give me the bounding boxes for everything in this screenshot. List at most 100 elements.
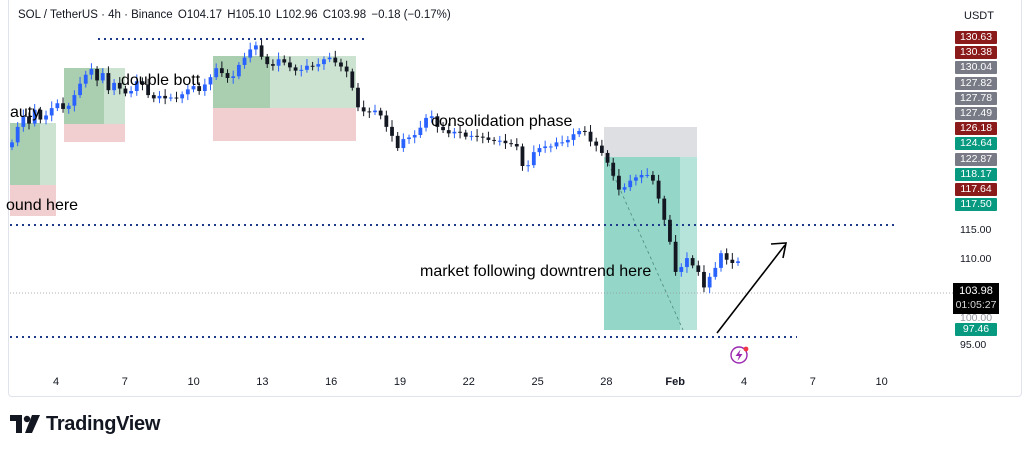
candle-98 [565, 136, 570, 148]
zones [10, 56, 697, 331]
candle-86 [497, 135, 502, 146]
candle-116 [668, 214, 672, 245]
level-lines [10, 38, 953, 338]
candle-9 [61, 97, 65, 113]
candle-42 [248, 42, 253, 63]
price-tag-124-64: 124.64 [955, 137, 997, 151]
projection-arrow [716, 242, 787, 334]
candle-49 [288, 56, 292, 72]
candle-74 [429, 110, 434, 123]
candle-109 [628, 174, 633, 192]
price-tag-122-87: 122.87 [955, 152, 997, 166]
candle-115 [662, 195, 667, 226]
candle-72 [418, 120, 423, 138]
symbol-name[interactable]: SOL / TetherUS · 4h · Binance [18, 9, 173, 21]
tradingview-logo-icon [10, 415, 40, 433]
candle-124 [713, 262, 718, 280]
candle-15 [95, 66, 99, 87]
brand-name: TradingView [46, 412, 161, 435]
candle-88 [509, 139, 514, 147]
x-tick-8: 28 [600, 376, 613, 388]
zone-teal-short-dark [604, 157, 680, 330]
ohlc-low: L102.96 [275, 9, 318, 21]
candle-107 [616, 169, 621, 196]
candle-5 [38, 106, 43, 124]
candle-89 [514, 138, 519, 151]
x-tick-1: 7 [121, 376, 128, 388]
zone-grey-short [604, 127, 697, 157]
candle-63 [367, 107, 372, 118]
candle-30 [180, 91, 185, 104]
candle-32 [191, 79, 196, 93]
candle-84 [486, 131, 491, 143]
candle-110 [634, 174, 638, 186]
candle-56 [327, 52, 332, 63]
candle-112 [645, 168, 650, 178]
candle-97 [560, 135, 565, 147]
candle-13 [83, 70, 88, 88]
zone-green-3-dark [213, 56, 270, 108]
candle-81 [469, 131, 474, 141]
candle-11 [72, 90, 77, 112]
candle-100 [577, 128, 582, 138]
bar-countdown: 01:05:27 [955, 299, 997, 311]
candle-36 [214, 63, 219, 81]
candle-58 [339, 58, 343, 72]
candle-119 [685, 252, 689, 273]
price-chart[interactable] [0, 0, 1024, 396]
candle-125 [719, 250, 723, 272]
price-tag-127-82: 127.82 [955, 76, 997, 90]
candle-92 [531, 145, 536, 169]
tradingview-brand[interactable]: TradingView [10, 411, 160, 437]
annotation-bound: ound here [6, 197, 79, 214]
candle-93 [537, 144, 542, 156]
candle-101 [582, 126, 587, 136]
candle-48 [282, 55, 287, 66]
x-tick-6: 22 [462, 376, 475, 388]
candle-103 [594, 137, 599, 152]
ohlc-high: H105.10 [227, 9, 271, 21]
candle-78 [452, 127, 457, 139]
candle-62 [361, 100, 366, 117]
candle-108 [622, 183, 627, 193]
candle-22 [134, 74, 139, 96]
chart-frame [8, 0, 1022, 397]
annotation-beauty: auty [10, 104, 41, 121]
candle-90 [520, 143, 525, 171]
zone-green-1-dark [10, 123, 40, 185]
candle-111 [639, 170, 644, 184]
currency-label[interactable]: USDT [964, 10, 994, 22]
candle-20 [123, 85, 128, 97]
candle-70 [407, 134, 411, 144]
candle-61 [356, 82, 360, 112]
candle-31 [185, 84, 190, 101]
candle-21 [129, 86, 134, 98]
ohlc-open: O104.17 [177, 9, 223, 21]
candle-66 [384, 110, 389, 132]
price-tag-127-78: 127.78 [955, 91, 997, 105]
candle-10 [66, 102, 71, 114]
x-tick-7: 25 [531, 376, 544, 388]
candle-7 [49, 101, 54, 122]
candle-38 [225, 69, 230, 83]
candle-87 [503, 133, 508, 149]
candle-27 [163, 89, 168, 105]
candle-83 [480, 132, 485, 144]
candle-28 [168, 93, 173, 102]
lightning-icon[interactable] [730, 346, 749, 364]
x-tick-11: 7 [809, 376, 816, 388]
candle-123 [707, 273, 712, 294]
candle-105 [605, 150, 610, 167]
candle-33 [197, 82, 202, 95]
candle-71 [412, 130, 417, 144]
candle-118 [679, 263, 684, 277]
annotation-downtrend: market following downtrend here [420, 263, 652, 280]
candle-4 [32, 103, 37, 127]
candle-106 [611, 157, 616, 181]
candle-17 [106, 66, 111, 95]
candle-65 [378, 107, 383, 120]
candle-25 [151, 92, 156, 103]
candle-120 [690, 255, 695, 269]
annotation-double-bottom: double bott [121, 72, 201, 89]
price-tag-127-49: 127.49 [955, 107, 997, 120]
